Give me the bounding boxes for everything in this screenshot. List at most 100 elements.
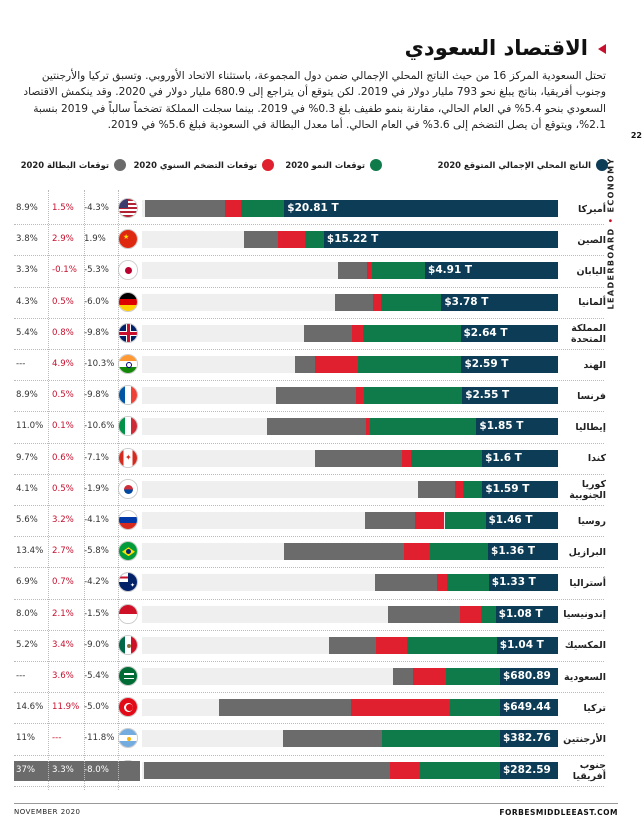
inflation-value: 2.7% — [52, 546, 74, 557]
table-row: $1.59 T كوريا الجنوبية 4.1% 0.5% -1.9% — [14, 475, 606, 505]
gdp-bar: $2.64 T — [460, 324, 558, 342]
unemployment-bar — [276, 387, 357, 405]
unemployment-value: 37% — [16, 764, 36, 775]
unemployment-bar — [266, 418, 366, 436]
inflation-bar — [350, 699, 450, 717]
unemployment-bar — [243, 231, 278, 249]
gdp-bar: $1.46 T — [485, 512, 558, 529]
row-divider — [14, 411, 604, 413]
inflation-value: 0.6% — [52, 452, 74, 463]
row-divider — [14, 598, 604, 600]
country-name: الصين — [577, 234, 606, 246]
legend-growth: توقعات النمو 2020 — [285, 159, 382, 171]
footer-site: FORBESMIDDLEEAST.COM — [499, 808, 618, 817]
inflation-bar — [413, 668, 446, 685]
growth-bar — [411, 449, 483, 467]
country-name: الهند — [583, 359, 606, 371]
row-divider — [14, 224, 604, 226]
unemployment-bar — [219, 699, 351, 717]
table-row: $649.44 B تركيا 14.6% 11.9% -5.0% — [14, 693, 606, 730]
unemployment-bar — [283, 543, 405, 561]
inflation-bar — [356, 387, 365, 405]
growth-value: -11.8% — [84, 733, 115, 744]
germany-flag-icon — [118, 291, 138, 312]
growth-value: -6.0% — [84, 296, 109, 307]
unemployment-bar — [283, 730, 382, 748]
table-row: $680.89 B السعودية --- 3.6% -5.4% — [14, 662, 606, 699]
gdp-bar: $2.59 T — [461, 356, 558, 373]
inflation-value: 4.9% — [52, 359, 74, 369]
country-name: كندا — [587, 453, 606, 465]
row-divider — [14, 723, 604, 725]
growth-value: -4.1% — [84, 515, 109, 525]
inflation-value: 3.4% — [52, 639, 74, 650]
row-divider — [14, 567, 604, 569]
legend-unemployment-swatch-icon — [114, 159, 126, 171]
country-name: إيطاليا — [575, 421, 606, 433]
china-flag-icon: ★ — [118, 229, 138, 250]
inflation-value: 3.3% — [52, 764, 74, 775]
gdp-bar: $3.78 T — [441, 293, 558, 311]
canada-flag-icon: ✦ — [118, 447, 138, 468]
growth-value: -10.6% — [84, 421, 115, 432]
country-name: السعودية — [563, 671, 606, 683]
gdp-bar: $1.85 T — [476, 418, 558, 436]
country-name: تركيا — [583, 702, 606, 714]
inflation-bar — [414, 512, 445, 529]
growth-value: 1.9% — [84, 234, 106, 245]
table-row: $282.59 B جنوب أفريقيا 37% 3.3% -8.0% — [14, 756, 606, 793]
growth-value: -9.8% — [84, 390, 109, 401]
inflation-bar — [373, 293, 382, 311]
row-divider — [14, 442, 604, 444]
gdp-bar: $1.6 T — [482, 449, 558, 467]
gdp-bar: $282.59 B — [500, 761, 558, 793]
gdp-bar: $1.08 T — [495, 605, 558, 623]
inflation-value: 3.6% — [52, 671, 74, 681]
growth-bar — [480, 605, 496, 623]
country-name: أميركا — [577, 203, 606, 215]
inflation-bar — [402, 449, 412, 467]
growth-bar — [420, 761, 500, 779]
highlight-row-bg — [14, 760, 140, 781]
inflation-value: 2.1% — [52, 608, 74, 619]
growth-value: -4.3% — [84, 203, 109, 213]
unemployment-value: 6.9% — [16, 577, 38, 588]
row-divider — [14, 629, 604, 631]
growth-bar — [446, 574, 489, 592]
inflation-bar — [437, 574, 447, 592]
country-name: اليابان — [576, 265, 606, 277]
row-divider — [14, 536, 604, 538]
country-name: الأرجنتين — [563, 733, 606, 745]
legend-gdp-swatch-icon — [596, 159, 608, 171]
growth-bar — [430, 543, 489, 561]
unemployment-value: 13.4% — [16, 546, 44, 557]
gdp-bar: $2.55 T — [462, 387, 558, 405]
legend-gdp: الناتج المحلي الإجمالي المتوقع 2020 — [438, 159, 608, 171]
column-divider — [118, 190, 119, 790]
country-name: جنوب أفريقيا — [572, 759, 606, 782]
row-divider — [14, 255, 604, 257]
unemployment-bar — [303, 324, 353, 342]
growth-value: -1.9% — [84, 483, 109, 494]
gdp-bar: $20.81 T — [284, 200, 558, 217]
inflation-bar — [389, 761, 420, 779]
gdp-bar: $1.04 T — [496, 636, 558, 654]
row-divider — [14, 692, 604, 694]
row-divider — [14, 349, 604, 350]
growth-bar — [406, 636, 497, 654]
growth-bar — [450, 699, 500, 717]
france-flag-icon — [118, 385, 138, 406]
growth-value: -9.0% — [84, 639, 109, 650]
table-row: $2.64 T المملكة المتحدة 5.4% 0.8% -9.8% — [14, 319, 606, 349]
growth-value: -10.3% — [84, 359, 115, 369]
inflation-bar — [455, 480, 464, 498]
inflation-bar — [365, 418, 371, 436]
country-name: فرنسا — [577, 390, 606, 402]
table-row: $2.55 T فرنسا 8.9% 0.5% -9.8% — [14, 381, 606, 411]
row-divider — [14, 661, 604, 662]
inflation-value: 0.5% — [52, 296, 74, 307]
legend-gdp-label: الناتج المحلي الإجمالي المتوقع 2020 — [437, 160, 591, 170]
row-divider — [14, 754, 604, 756]
row-divider — [14, 380, 604, 382]
gdp-bar: $4.91 T — [425, 262, 558, 280]
